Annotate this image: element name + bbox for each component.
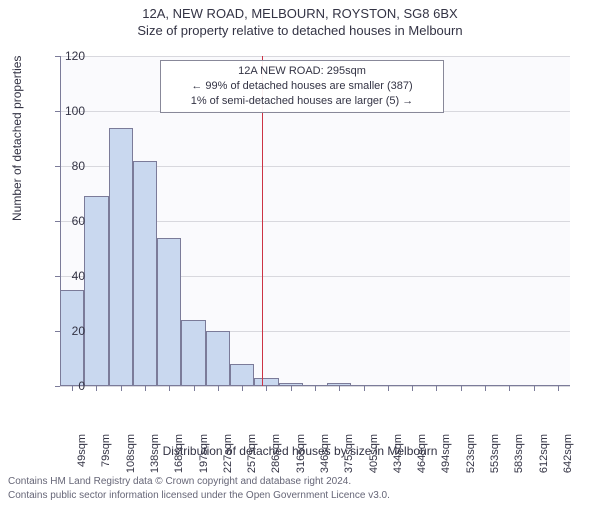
x-tick bbox=[436, 386, 437, 391]
histogram-bar bbox=[133, 161, 157, 387]
gridline bbox=[60, 56, 570, 57]
histogram-bar bbox=[181, 320, 205, 386]
y-axis-label: Number of detached properties bbox=[10, 56, 24, 221]
annotation-line1: 12A NEW ROAD: 295sqm bbox=[167, 64, 437, 79]
x-tick bbox=[364, 386, 365, 391]
x-tick bbox=[509, 386, 510, 391]
histogram-bar bbox=[157, 238, 181, 387]
y-tick-label: 100 bbox=[55, 104, 85, 118]
footer: Contains HM Land Registry data © Crown c… bbox=[8, 475, 592, 502]
histogram-bar bbox=[84, 196, 108, 386]
chart-plot: 49sqm79sqm108sqm138sqm168sqm197sqm227sqm… bbox=[60, 56, 570, 386]
x-tick bbox=[169, 386, 170, 391]
footer-line1: Contains HM Land Registry data © Crown c… bbox=[8, 475, 592, 489]
page-title: 12A, NEW ROAD, MELBOURN, ROYSTON, SG8 6B… bbox=[0, 6, 600, 21]
x-tick bbox=[266, 386, 267, 391]
x-tick bbox=[96, 386, 97, 391]
y-tick-label: 60 bbox=[55, 214, 85, 228]
annotation-box: 12A NEW ROAD: 295sqm ← 99% of detached h… bbox=[160, 60, 444, 113]
x-tick bbox=[145, 386, 146, 391]
x-tick bbox=[339, 386, 340, 391]
x-tick bbox=[558, 386, 559, 391]
histogram-bar bbox=[206, 331, 230, 386]
x-axis-label: Distribution of detached houses by size … bbox=[0, 444, 600, 458]
x-tick bbox=[461, 386, 462, 391]
y-tick-label: 20 bbox=[55, 324, 85, 338]
annotation-line3: 1% of semi-detached houses are larger (5… bbox=[167, 94, 437, 109]
page-subtitle: Size of property relative to detached ho… bbox=[0, 23, 600, 38]
x-tick bbox=[412, 386, 413, 391]
x-tick bbox=[388, 386, 389, 391]
x-tick bbox=[485, 386, 486, 391]
x-tick bbox=[291, 386, 292, 391]
y-tick-label: 40 bbox=[55, 269, 85, 283]
x-tick bbox=[218, 386, 219, 391]
x-tick bbox=[121, 386, 122, 391]
y-tick-label: 0 bbox=[55, 379, 85, 393]
y-tick-label: 120 bbox=[55, 49, 85, 63]
x-tick bbox=[534, 386, 535, 391]
histogram-bar bbox=[109, 128, 133, 387]
x-tick bbox=[315, 386, 316, 391]
y-tick-label: 80 bbox=[55, 159, 85, 173]
annotation-line2: ← 99% of detached houses are smaller (38… bbox=[167, 79, 437, 94]
x-tick bbox=[194, 386, 195, 391]
histogram-bar bbox=[230, 364, 254, 386]
x-tick bbox=[242, 386, 243, 391]
